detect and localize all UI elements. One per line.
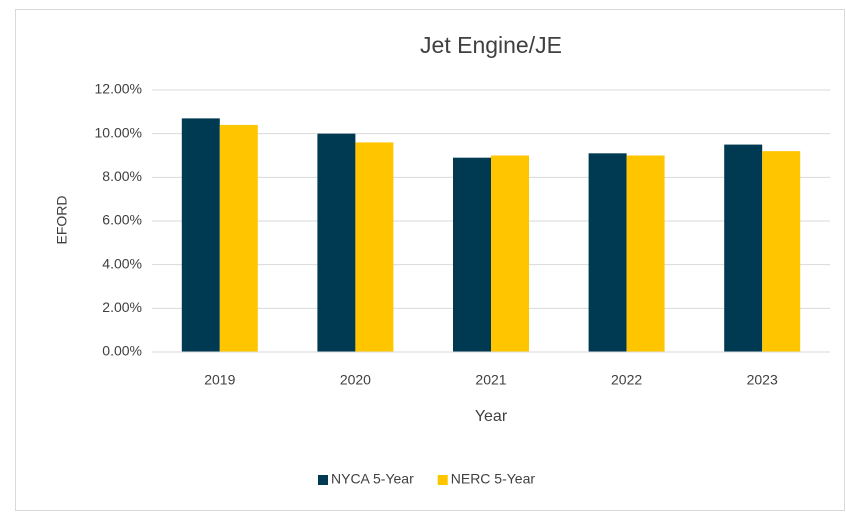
- x-tick-label: 2019: [204, 372, 235, 388]
- bar: [355, 142, 394, 352]
- y-tick-label: 2.00%: [102, 299, 142, 315]
- bar: [453, 157, 491, 352]
- legend-label: NYCA 5-Year: [331, 471, 414, 487]
- legend-label: NERC 5-Year: [451, 471, 536, 487]
- chart-frame: [15, 9, 845, 511]
- bar: [317, 133, 356, 352]
- bar: [181, 118, 220, 352]
- bar: [219, 124, 258, 352]
- bar: [491, 155, 529, 352]
- y-tick-label: 8.00%: [102, 168, 142, 184]
- x-tick-label: 2020: [340, 372, 371, 388]
- x-axis-label: Year: [475, 408, 508, 425]
- x-tick-label: 2023: [747, 372, 778, 388]
- bar: [626, 155, 665, 352]
- legend-swatch: [437, 475, 448, 485]
- chart-title: Jet Engine/JE: [420, 32, 562, 58]
- bar: [588, 153, 627, 352]
- legend-swatch: [318, 475, 328, 485]
- y-tick-label: 6.00%: [102, 212, 142, 228]
- bar: [762, 151, 801, 352]
- x-tick-label: 2022: [611, 372, 642, 388]
- y-axis-label: EFORD: [54, 196, 70, 245]
- y-tick-label: 10.00%: [95, 124, 142, 140]
- y-tick-label: 12.00%: [95, 81, 142, 97]
- y-tick-label: 4.00%: [102, 255, 142, 271]
- y-tick-label: 0.00%: [102, 343, 142, 359]
- bar: [724, 144, 763, 352]
- x-tick-label: 2021: [475, 372, 506, 388]
